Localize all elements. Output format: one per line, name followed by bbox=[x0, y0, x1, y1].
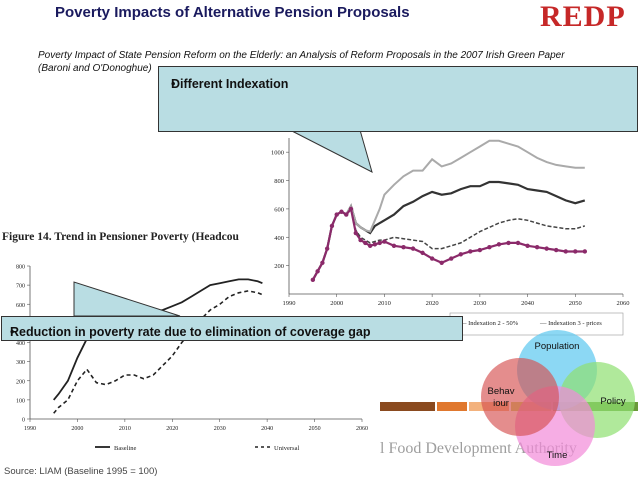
series-point-3 bbox=[320, 260, 325, 265]
x-tick-label: 2050 bbox=[309, 426, 321, 432]
series-point-3 bbox=[348, 206, 354, 212]
series-point-3 bbox=[324, 246, 330, 251]
series-point-3 bbox=[367, 243, 373, 248]
series-point-3 bbox=[449, 256, 454, 261]
venn-label-population: Population bbox=[535, 341, 580, 352]
indexation-chart: 1990 2000 2010 2020 2030 2040 2050 2060 200 400 60… bbox=[271, 138, 630, 336]
series-point-3 bbox=[429, 256, 435, 261]
series-point-3 bbox=[496, 242, 502, 247]
series-point-3 bbox=[515, 240, 521, 246]
y-tick-label: 100 bbox=[16, 398, 25, 404]
redp-logo: REDP bbox=[540, 0, 626, 33]
callout-bottom-text: Reduction in poverty rate due to elimina… bbox=[10, 325, 371, 339]
series-point-3 bbox=[458, 252, 463, 257]
bullet-icon: • bbox=[171, 77, 176, 91]
legend-entry: Universal bbox=[274, 445, 299, 452]
y-tick-label: 400 bbox=[274, 235, 284, 242]
stripe-orange bbox=[437, 402, 467, 411]
series-point-3 bbox=[334, 212, 339, 217]
y-tick-label: 800 bbox=[16, 265, 25, 271]
x-tick-label: 1990 bbox=[283, 300, 296, 307]
venn-label-policy: Policy bbox=[600, 396, 626, 407]
legend-entry: Baseline bbox=[114, 445, 136, 452]
x-tick-label: 2000 bbox=[330, 300, 343, 307]
x-tick-label: 2040 bbox=[261, 426, 273, 432]
x-tick-label: 2030 bbox=[473, 300, 486, 307]
x-tick-label: 2000 bbox=[71, 426, 83, 432]
x-tick-label: 2040 bbox=[521, 300, 534, 307]
series-point-3 bbox=[377, 240, 382, 246]
y-tick-label: 200 bbox=[16, 379, 25, 385]
y-tick-label: 600 bbox=[16, 303, 25, 309]
venn-diagram: Population Policy Time Behav iour bbox=[481, 330, 635, 466]
series-point-3 bbox=[582, 249, 588, 254]
series-point-3 bbox=[477, 247, 483, 253]
y-tick-label: 700 bbox=[16, 284, 25, 290]
x-tick-label: 2020 bbox=[166, 426, 178, 432]
series-point-3 bbox=[439, 260, 444, 265]
bullet-icon: • bbox=[10, 325, 15, 339]
venn-circle-behaviour bbox=[481, 358, 559, 436]
series-point-3 bbox=[353, 230, 358, 236]
series-point-3 bbox=[358, 237, 363, 243]
callout-different-indexation: • Different Indexation bbox=[158, 66, 638, 132]
callout-top-pointer bbox=[289, 129, 373, 173]
series-point-3 bbox=[525, 243, 530, 248]
y-tick-label: 0 bbox=[22, 418, 25, 424]
series-point-3 bbox=[506, 240, 511, 246]
x-tick-label: 2010 bbox=[378, 300, 391, 307]
series-point-3 bbox=[310, 277, 316, 283]
series-point-3 bbox=[410, 246, 416, 251]
series-point-3 bbox=[391, 243, 397, 248]
series-point-3 bbox=[339, 209, 344, 214]
y-tick-label: 300 bbox=[16, 360, 25, 366]
callout-top-text: Different Indexation bbox=[171, 77, 289, 91]
x-tick-label: 2010 bbox=[119, 426, 131, 432]
legend-entry: — Indexation 2 - 50% bbox=[459, 320, 519, 327]
x-tick-label: 2060 bbox=[356, 426, 368, 432]
venn-label-behaviour-2: iour bbox=[493, 398, 509, 409]
series-point-3 bbox=[315, 269, 320, 274]
series-point-3 bbox=[487, 245, 492, 250]
series-point-3 bbox=[401, 245, 406, 250]
y-tick-label: 1000 bbox=[271, 150, 284, 157]
series-point-3 bbox=[563, 249, 568, 254]
series-point-3 bbox=[382, 239, 387, 244]
series-point-3 bbox=[329, 223, 335, 229]
venn-label-behaviour-1: Behav bbox=[488, 386, 515, 397]
x-tick-label: 1990 bbox=[24, 426, 36, 432]
series-point-3 bbox=[573, 249, 578, 254]
venn-label-time: Time bbox=[547, 450, 568, 461]
y-tick-label: 200 bbox=[274, 263, 284, 270]
legend-entry: — Indexation 3 - prices bbox=[539, 320, 602, 327]
series-point-3 bbox=[544, 246, 549, 251]
callout-bottom-pointer bbox=[73, 281, 181, 317]
legend: — Indexation 2 - 50% — Indexation 3 - pri… bbox=[449, 312, 624, 336]
legend: Baseline Universal bbox=[95, 445, 299, 452]
x-tick-label: 2060 bbox=[617, 300, 630, 307]
source-note: Source: LIAM (Baseline 1995 = 100) bbox=[4, 466, 158, 477]
y-tick-label: 800 bbox=[274, 178, 284, 185]
x-tick-label: 2050 bbox=[569, 300, 582, 307]
x-tick-label: 2020 bbox=[426, 300, 439, 307]
stripe-brown bbox=[380, 402, 435, 411]
y-tick-label: 400 bbox=[16, 341, 25, 347]
slide-title: Poverty Impacts of Alternative Pension P… bbox=[55, 4, 410, 21]
series-point-3 bbox=[372, 242, 378, 247]
series-point-3 bbox=[420, 250, 425, 256]
series-point-3 bbox=[554, 247, 559, 253]
callout-coverage-gap: • Reduction in poverty rate due to elimin… bbox=[1, 316, 463, 341]
y-tick-label: 600 bbox=[274, 206, 284, 213]
series-point-3 bbox=[363, 240, 368, 246]
slide-subtitle: Poverty Impact of State Pension Reform o… bbox=[38, 50, 565, 74]
series-point-3 bbox=[534, 245, 540, 250]
x-tick-label: 2030 bbox=[214, 426, 226, 432]
series-point-3 bbox=[344, 212, 349, 217]
figure-title: Figure 14. Trend in Pensioner Poverty (H… bbox=[2, 231, 239, 243]
series-point-3 bbox=[468, 249, 473, 254]
